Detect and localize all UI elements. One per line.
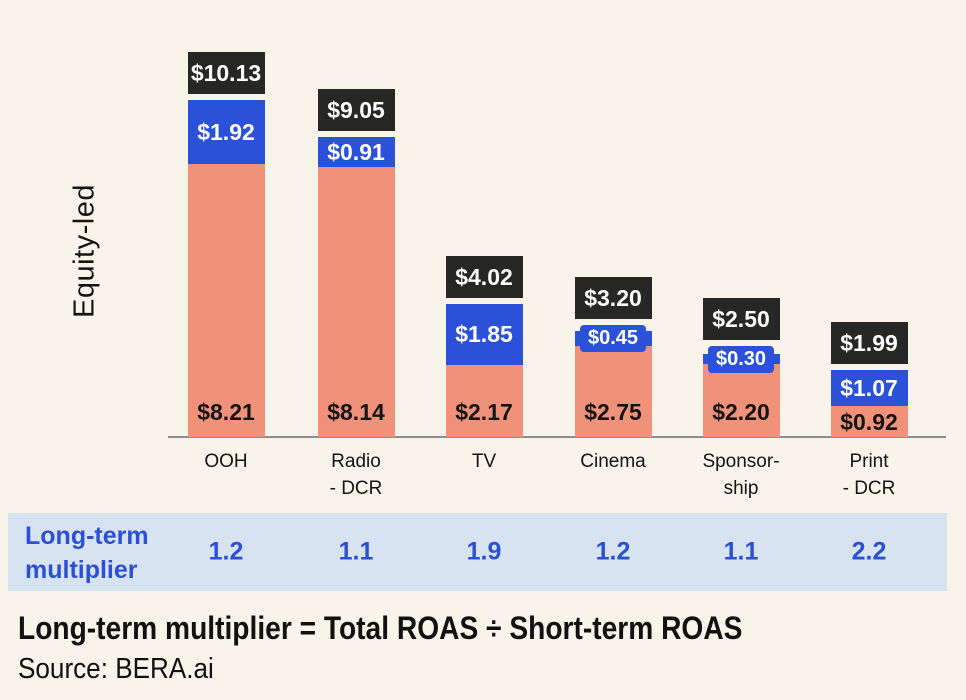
footer-source: Source: BERA.ai — [18, 653, 214, 685]
multiplier-row-label: Long-term multiplier — [25, 522, 149, 584]
bar-orange-value-label: $2.20 — [712, 399, 770, 425]
bar-blue-value-label: $0.91 — [327, 138, 385, 165]
bar-orange-value-label: $2.75 — [584, 399, 642, 425]
bar-orange-segment — [445, 365, 523, 437]
bar-blue-value-label: $0.30 — [708, 346, 774, 373]
axis-baseline — [168, 436, 946, 438]
multiplier-value: 1.2 — [595, 537, 631, 566]
bar-blue-segment: $1.07 — [830, 370, 908, 406]
bar-blue-segment: $0.91 — [317, 137, 395, 167]
bar-total-label: $3.20 — [574, 277, 652, 319]
bar-orange-value-label: $8.14 — [327, 399, 385, 425]
category-label: OOH — [204, 451, 248, 472]
bar-blue-segment: $1.85 — [445, 304, 523, 365]
category-label: TV — [471, 451, 497, 472]
category-label: Sponsor- ship — [702, 451, 780, 499]
bar-orange-segment — [187, 164, 265, 437]
footer-formula: Long-term multiplier = Total ROAS ÷ Shor… — [18, 610, 743, 646]
multiplier-value: 1.1 — [723, 537, 759, 566]
bar-total-label: $10.13 — [187, 52, 265, 94]
y-axis-label: Equity-led — [68, 184, 101, 318]
multiplier-value: 1.1 — [338, 537, 374, 566]
bar-total-label: $4.02 — [445, 256, 523, 298]
category-label: Cinema — [580, 451, 646, 472]
bar-blue-value-label: $1.85 — [455, 321, 513, 347]
bar-blue-value-label: $0.45 — [580, 325, 646, 352]
bar-orange-value-label: $2.17 — [455, 399, 513, 425]
multiplier-value: 2.2 — [851, 537, 887, 566]
multiplier-value: 1.2 — [208, 537, 244, 566]
multiplier-band — [8, 513, 947, 591]
category-label: Print - DCR — [842, 451, 896, 499]
bar-total-label: $1.99 — [830, 322, 908, 364]
bar-blue-segment: $1.92 — [187, 100, 265, 164]
bar-orange-value-label: $0.92 — [840, 409, 898, 435]
bar-total-label: $9.05 — [317, 89, 395, 131]
bar-blue-value-label: $1.92 — [197, 118, 255, 145]
bar-blue-value-label: $1.07 — [840, 374, 898, 401]
bar-orange-segment — [574, 346, 652, 437]
bar-orange-segment — [830, 406, 908, 437]
bar-orange-value-label: $8.21 — [197, 399, 255, 425]
bar-orange-segment — [702, 364, 780, 437]
category-label: Radio - DCR — [329, 451, 383, 499]
bar-orange-segment — [317, 167, 395, 437]
bar-total-label: $2.50 — [702, 298, 780, 340]
multiplier-value: 1.9 — [466, 537, 502, 566]
